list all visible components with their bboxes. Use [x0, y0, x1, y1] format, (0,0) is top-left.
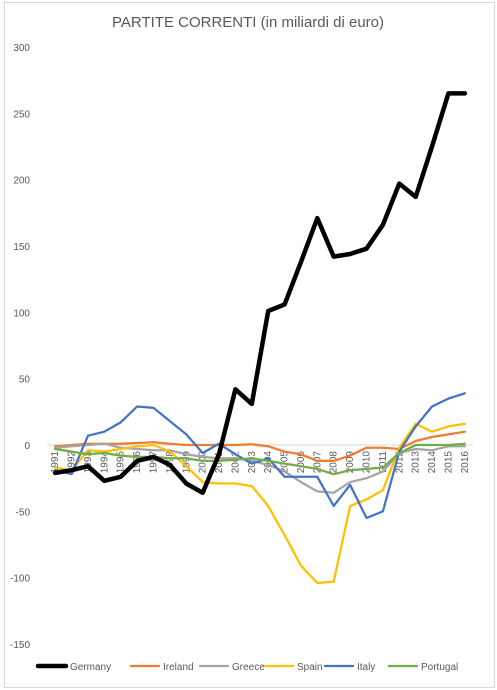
x-tick-label: 1991	[50, 451, 61, 474]
x-tick-label: 2012	[394, 451, 405, 474]
y-tick-label: -100	[10, 574, 30, 585]
x-tick-label: 1994	[99, 451, 110, 474]
chart-frame	[4, 2, 495, 688]
x-tick-label: 1998	[165, 451, 176, 474]
x-tick-label: 2014	[427, 451, 438, 474]
y-tick-label: 0	[24, 441, 30, 452]
legend-label-portugal: Portugal	[421, 662, 458, 673]
y-tick-label: 100	[13, 308, 30, 319]
x-tick-label: 1999	[181, 451, 192, 474]
legend-label-spain: Spain	[297, 662, 323, 673]
y-tick-label: 250	[13, 109, 30, 120]
y-tick-label: 50	[19, 375, 31, 386]
x-tick-label: 1995	[116, 451, 127, 474]
x-tick-label: 2015	[443, 451, 454, 474]
x-tick-label: 2016	[460, 451, 471, 474]
series-line-germany	[52, 91, 468, 496]
y-tick-label: -150	[10, 640, 30, 651]
x-tick-label: 2010	[362, 451, 373, 474]
chart-title: PARTITE CORRENTI (in miliardi di euro)	[112, 14, 384, 31]
series-line-portugal	[54, 442, 466, 476]
legend-label-germany: Germany	[70, 662, 111, 673]
x-tick-label: 1997	[149, 451, 160, 474]
y-tick-label: -50	[16, 507, 31, 518]
y-tick-label: 200	[13, 176, 30, 187]
x-tick-label: 2005	[280, 451, 291, 474]
y-tick-label: 150	[13, 242, 30, 253]
x-tick-label: 2011	[378, 451, 389, 473]
y-tick-label: 300	[13, 43, 30, 54]
series-layer	[52, 91, 468, 585]
legend: Germany Ireland Greece Spain Italy Portugal	[35, 662, 458, 673]
axis-layer: -150 -100 -50 0 50 100 150 200 250 300 1991 1992 199…	[10, 43, 473, 651]
x-tick-label: 1993	[83, 451, 94, 474]
series-line-ireland	[54, 430, 466, 463]
x-tick-label: 2009	[345, 451, 356, 474]
x-tick-label: 1992	[67, 451, 78, 474]
x-tick-label: 2006	[296, 451, 307, 474]
x-tick-label: 2002	[230, 451, 241, 474]
legend-label-italy: Italy	[357, 662, 375, 673]
legend-label-greece: Greece	[232, 662, 265, 673]
legend-label-ireland: Ireland	[163, 662, 194, 673]
series-line-italy	[54, 392, 466, 520]
x-tick-label: 2013	[411, 451, 422, 474]
